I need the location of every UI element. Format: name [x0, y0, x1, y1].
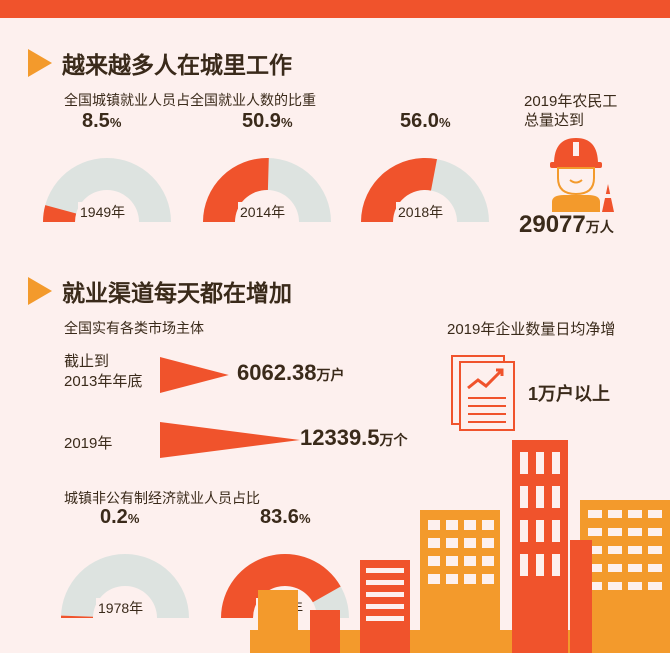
migrant-label-line2: 总量达到 — [524, 112, 585, 129]
section-title-1-text: 越来越多人在城里工作 — [62, 52, 292, 78]
nonpublic-share-gauge-1-year: 1978年 — [96, 598, 146, 618]
enterprise-title: 2019年企业数量日均净增 — [447, 321, 616, 338]
urban-share-gauge-2-value-unit: % — [280, 115, 293, 130]
urban-share-gauge-3-fill — [361, 157, 437, 222]
market-bar-1-label-line1: 截止到 — [64, 353, 110, 370]
section-title-2: 就业渠道每天都在增加 — [28, 274, 292, 308]
city-skyline-illustration — [250, 440, 670, 653]
urban-share-gauge-1-value-number: 8.5 — [82, 110, 110, 132]
urban-share-gauge-1-track — [43, 158, 171, 222]
section-title-2-text: 就业渠道每天都在增加 — [62, 280, 292, 306]
nonpublic-share-gauge-1-fill — [61, 615, 94, 618]
triangle-right-icon — [28, 49, 52, 77]
nonpublic-share-gauge-2-value-unit: % — [298, 511, 311, 526]
section-title-1: 越来越多人在城里工作 — [28, 46, 292, 80]
market-subtitle: 全国实有各类市场主体 — [64, 320, 204, 336]
top-banner-stripe — [0, 0, 670, 18]
market-bar-1-value-text: 6062.38 — [237, 360, 317, 385]
migrant-total-unit: 万人 — [585, 219, 614, 235]
market-bar-1-unit: 万户 — [316, 367, 345, 383]
migrant-label-line1: 2019年农民工 — [524, 93, 618, 110]
market-bar-2 — [160, 422, 300, 458]
urban-share-gauge-1 — [43, 158, 171, 222]
nonpublic-share-gauge-2-fill — [221, 554, 341, 618]
section-1-subtitle: 全国城镇就业人员占全国就业人数的比重 — [64, 92, 316, 108]
urban-share-gauge-1-year: 1949年 — [78, 202, 128, 222]
nonpublic-share-gauge-1-value-unit: % — [127, 511, 140, 526]
urban-share-gauge-3-value: 56.0% — [400, 110, 451, 133]
market-bar-1 — [160, 357, 229, 393]
enterprise-value: 1万户以上 — [528, 384, 611, 404]
urban-share-gauge-1-value: 8.5% — [82, 110, 121, 133]
urban-share-gauge-3-year: 2018年 — [396, 202, 446, 222]
urban-share-gauge-3-value-unit: % — [438, 115, 451, 130]
urban-share-gauge-2-value-number: 50.9 — [242, 110, 281, 132]
nonpublic-subtitle: 城镇非公有制经济就业人员占比 — [64, 490, 260, 506]
nonpublic-share-gauge-2-value-number: 83.6 — [260, 506, 299, 528]
market-bar-2-unit: 万个 — [379, 432, 408, 448]
migrant-total: 29077万人 — [519, 211, 614, 239]
market-bar-2-value-text: 12339.5 — [300, 425, 380, 450]
nonpublic-share-gauge-2-value: 83.6% — [260, 506, 311, 529]
urban-share-gauge-3-value-number: 56.0 — [400, 110, 439, 132]
urban-share-gauge-2-fill — [203, 158, 269, 222]
triangle-right-icon — [28, 277, 52, 305]
urban-share-gauge-1-value-unit: % — [109, 115, 122, 130]
nonpublic-share-gauge-1-track — [61, 554, 189, 618]
market-bar-1-label-line2: 2013年年底 — [64, 373, 143, 390]
urban-share-gauge-2-year: 2014年 — [238, 202, 288, 222]
nonpublic-share-gauge-1-value-number: 0.2 — [100, 506, 128, 528]
report-chart-icon — [451, 355, 515, 431]
nonpublic-share-gauge-2 — [221, 554, 349, 618]
urban-share-gauge-1-fill — [43, 205, 77, 222]
construction-worker-icon — [550, 138, 614, 212]
urban-share-gauge-3 — [361, 157, 489, 222]
nonpublic-share-gauge-1-value: 0.2% — [100, 506, 139, 529]
nonpublic-share-gauge-1 — [61, 554, 189, 618]
market-bar-1-value: 6062.38万户 — [237, 360, 345, 386]
market-bar-2-label: 2019年 — [64, 435, 113, 452]
urban-share-gauge-2 — [203, 158, 331, 222]
migrant-total-value: 29077 — [519, 211, 586, 238]
market-bar-2-value: 12339.5万个 — [300, 425, 408, 451]
urban-share-gauge-2-value: 50.9% — [242, 110, 293, 133]
